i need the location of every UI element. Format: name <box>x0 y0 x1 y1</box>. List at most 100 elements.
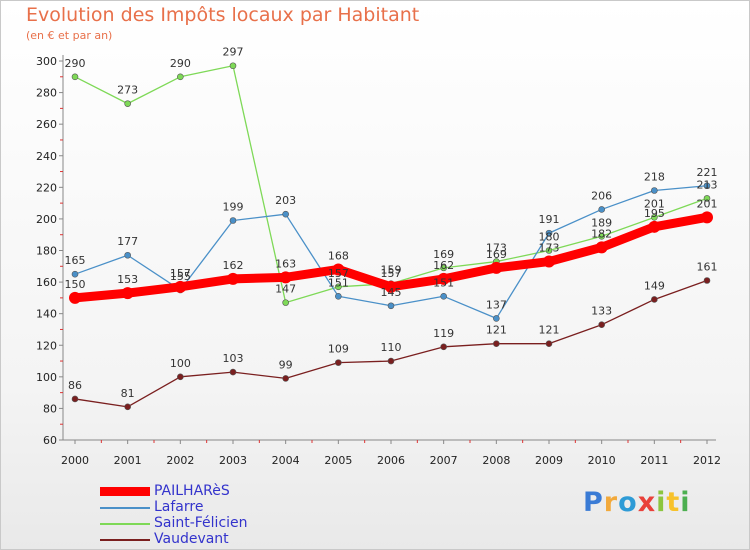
x-tick-label: 2002 <box>166 454 194 467</box>
data-point <box>177 373 184 381</box>
data-label: 169 <box>486 248 507 261</box>
logo-letter: P <box>583 487 604 518</box>
x-tick-label: 2010 <box>588 454 616 467</box>
y-tick-label: 280 <box>36 87 57 100</box>
data-label: 201 <box>697 197 718 210</box>
data-point <box>703 195 711 202</box>
x-tick-label: 2005 <box>324 454 352 467</box>
data-label: 168 <box>328 249 349 262</box>
data-point <box>701 211 713 224</box>
y-tick-label: 120 <box>36 339 57 352</box>
logo-letter: r <box>603 487 619 518</box>
data-label: 165 <box>65 254 86 267</box>
data-label: 169 <box>433 248 454 261</box>
data-point <box>229 62 237 70</box>
data-point <box>227 272 239 285</box>
data-label: 100 <box>170 357 191 370</box>
data-point <box>387 302 395 310</box>
data-point <box>490 261 503 274</box>
chart-subtitle: (en € et par an) <box>26 29 113 42</box>
proxiti-logo: Proxiti <box>583 487 691 518</box>
data-label: 157 <box>170 267 191 280</box>
data-label: 121 <box>539 324 560 337</box>
data-label: 173 <box>539 242 560 255</box>
x-tick-label: 2004 <box>272 454 300 467</box>
data-point <box>229 217 237 224</box>
data-label: 213 <box>697 178 718 191</box>
data-point <box>703 182 711 190</box>
data-point <box>335 292 342 300</box>
data-point <box>595 241 608 254</box>
y-tick-label: 60 <box>43 434 57 447</box>
logo-letter: i <box>680 487 691 518</box>
data-label: 180 <box>539 231 560 244</box>
data-point <box>440 264 447 272</box>
data-label: 273 <box>117 84 138 97</box>
logo-letter: i <box>656 487 667 518</box>
data-point <box>332 263 345 276</box>
y-tick-label: 260 <box>36 118 57 131</box>
data-point <box>229 368 237 376</box>
data-point <box>71 73 79 81</box>
data-point <box>71 395 79 403</box>
data-point <box>282 299 289 306</box>
x-tick-label: 2007 <box>430 454 458 467</box>
data-label: 157 <box>328 267 349 280</box>
y-tick-label: 180 <box>36 245 57 258</box>
x-tick-label: 2011 <box>640 454 668 467</box>
data-point <box>279 271 292 284</box>
x-tick-label: 2001 <box>114 454 142 467</box>
data-label: 137 <box>486 298 507 311</box>
logo-letter: o <box>618 487 638 518</box>
data-label: 151 <box>433 276 454 289</box>
data-point <box>387 357 395 365</box>
data-label: 182 <box>591 227 612 240</box>
data-point <box>598 206 605 213</box>
data-point <box>598 321 605 329</box>
legend-swatch <box>100 523 150 525</box>
data-label: 191 <box>539 213 560 226</box>
x-tick-label: 2006 <box>377 454 405 467</box>
data-label: 221 <box>697 166 718 179</box>
legend-swatch <box>100 539 150 541</box>
data-label: 290 <box>65 57 86 70</box>
data-label: 155 <box>170 270 191 283</box>
data-label: 159 <box>381 264 402 277</box>
data-label: 290 <box>170 57 191 70</box>
data-point <box>440 343 447 351</box>
data-label: 162 <box>433 259 454 272</box>
data-point <box>121 287 134 300</box>
data-point <box>174 280 187 293</box>
data-label: 218 <box>644 170 665 183</box>
data-point <box>545 340 553 347</box>
data-point <box>598 232 605 240</box>
x-tick-label: 2008 <box>482 454 510 467</box>
data-point <box>440 292 447 300</box>
data-label: 147 <box>275 283 296 296</box>
data-point <box>493 340 500 347</box>
x-tick-label: 2003 <box>219 454 247 467</box>
data-label: 173 <box>486 242 507 255</box>
data-label: 206 <box>591 189 612 202</box>
legend-label: Lafarre <box>154 499 204 515</box>
y-tick-label: 220 <box>36 181 57 194</box>
y-tick-label: 240 <box>36 150 57 163</box>
data-label: 86 <box>68 379 82 392</box>
data-point <box>335 283 342 291</box>
y-tick-label: 100 <box>36 371 57 384</box>
data-label: 151 <box>328 276 349 289</box>
data-point <box>545 229 553 237</box>
data-label: 163 <box>275 257 296 270</box>
data-label: 201 <box>644 197 665 210</box>
data-point <box>124 100 131 107</box>
data-point <box>282 375 289 382</box>
data-label: 297 <box>223 46 244 59</box>
data-point <box>385 280 397 293</box>
y-tick-label: 300 <box>36 55 57 68</box>
data-point <box>651 214 658 221</box>
data-label: 150 <box>65 278 86 291</box>
data-label: 133 <box>591 305 612 318</box>
legend-swatch <box>100 487 150 496</box>
